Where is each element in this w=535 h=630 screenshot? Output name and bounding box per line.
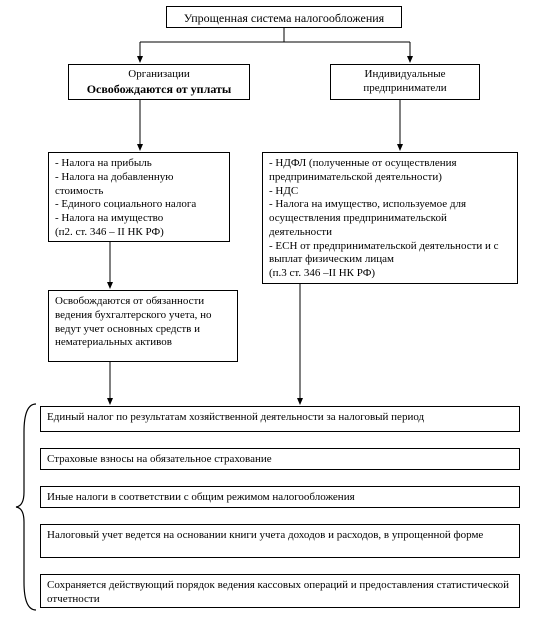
common-box-2: Иные налоги в соответствии с общим режим… — [40, 486, 520, 508]
common-text-2: Иные налоги в соответствии с общим режим… — [47, 491, 355, 503]
common-text-3: Налоговый учет ведется на основании книг… — [47, 529, 483, 541]
branch-left-line2: Освобождаются от уплаты — [73, 82, 245, 97]
left-exempt-3: - Налога на имущество — [55, 212, 223, 226]
common-box-1: Страховые взносы на обязательное страхов… — [40, 448, 520, 470]
left-exempt-box: - Налога на прибыль - Налога на добавлен… — [48, 152, 230, 242]
right-exempt-3: - ЕСН от предпринимательской деятельност… — [269, 240, 511, 268]
left-exempt-0: - Налога на прибыль — [55, 157, 223, 171]
branch-right-line2: предприниматели — [335, 82, 475, 96]
branch-left-header: Организации Освобождаются от уплаты — [68, 64, 250, 100]
common-box-0: Единый налог по результатам хозяйственно… — [40, 406, 520, 432]
left-accounting-text: Освобождаются от обязанности ведения бух… — [55, 295, 212, 348]
common-text-1: Страховые взносы на обязательное страхов… — [47, 453, 272, 465]
right-exempt-1: - НДС — [269, 185, 511, 199]
common-text-4: Сохраняется действующий порядок ведения … — [47, 579, 509, 605]
left-exempt-1: - Налога на добавленную стоимость — [55, 171, 223, 199]
left-exempt-2: - Единого социального налога — [55, 198, 223, 212]
common-text-0: Единый налог по результатам хозяйственно… — [47, 411, 424, 423]
right-exempt-0: - НДФЛ (полученные от осуществления пред… — [269, 157, 511, 185]
branch-right-line1: Индивидуальные — [335, 68, 475, 82]
curly-brace — [14, 402, 40, 612]
right-exempt-4: (п.3 ст. 346 –II НК РФ) — [269, 267, 511, 281]
right-exempt-2: - Налога на имущество, используемое для … — [269, 198, 511, 239]
left-accounting-box: Освобождаются от обязанности ведения бух… — [48, 290, 238, 362]
common-box-3: Налоговый учет ведется на основании книг… — [40, 524, 520, 558]
branch-right-header: Индивидуальные предприниматели — [330, 64, 480, 100]
right-exempt-box: - НДФЛ (полученные от осуществления пред… — [262, 152, 518, 284]
root-box: Упрощенная система налогообложения — [166, 6, 402, 28]
common-box-4: Сохраняется действующий порядок ведения … — [40, 574, 520, 608]
left-exempt-4: (п2. ст. 346 – II НК РФ) — [55, 226, 223, 240]
branch-left-line1: Организации — [73, 68, 245, 82]
root-title: Упрощенная система налогообложения — [184, 11, 384, 25]
